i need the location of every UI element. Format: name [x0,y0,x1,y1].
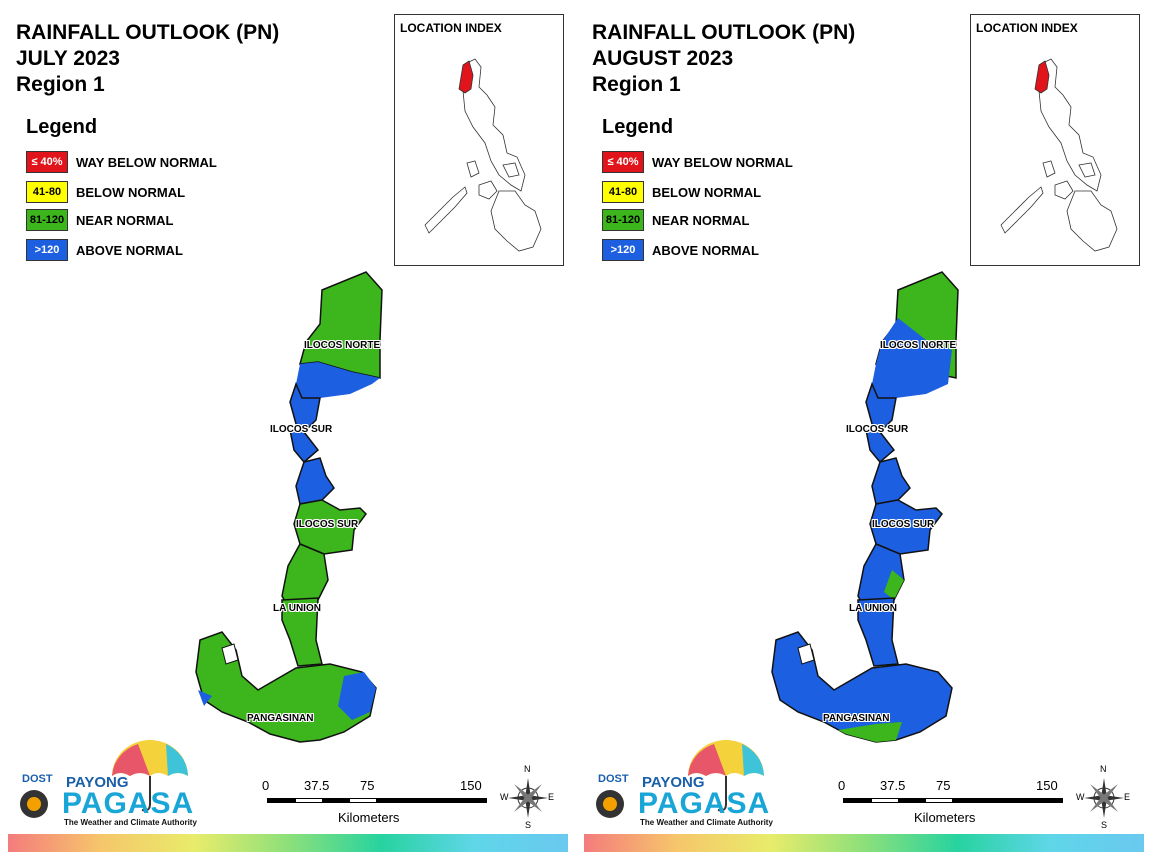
title-line-1: RAINFALL OUTLOOK (PN) [16,21,280,44]
compass-s: S [1101,820,1108,830]
scale-bar: 0 37.5 75 150 Kilometers [838,778,1068,828]
location-index: LOCATION INDEX [394,14,564,266]
pagasa-logo: DOST PAYONG PAGASA The Weather and Clima… [16,740,197,832]
map-title: RAINFALL OUTLOOK (PN) JULY 2023 Region 1 [16,20,279,98]
province-label: ILOCOS NORTE [304,340,381,351]
pagasa-logo: DOST PAYONG PAGASA The Weather and Clima… [592,740,773,832]
legend-label: NEAR NORMAL [76,213,174,228]
province-label: PANGASINAN [823,713,890,724]
title-line-2: AUGUST 2023 [592,47,734,70]
region-1-map [195,271,383,743]
legend-label: NEAR NORMAL [652,213,750,228]
outlook-panel-july: RAINFALL OUTLOOK (PN) JULY 2023 Region 1… [8,14,568,852]
legend-swatch: 41-80 [26,181,68,203]
north-arrow: N S E W [1076,764,1132,830]
color-strip [584,834,1144,852]
logo-dost: DOST [22,773,53,785]
compass-n: N [1100,764,1107,774]
outlook-panel-august: RAINFALL OUTLOOK (PN) AUGUST 2023 Region… [576,0,1152,864]
scale-tick: 0 [838,778,846,793]
compass-e: E [1124,792,1131,802]
scale-tick: 150 [460,778,482,793]
location-index-title: LOCATION INDEX [976,21,1078,35]
legend-label: WAY BELOW NORMAL [76,155,217,170]
legend-label: BELOW NORMAL [76,185,186,200]
scale-tick: 150 [1036,778,1058,793]
province-label: PANGASINAN [247,713,314,724]
legend-swatch: ≤ 40% [602,151,644,173]
title-line-2: JULY 2023 [16,47,120,70]
scale-tick: 75 [360,778,375,793]
province-label: ILOCOS SUR [270,424,333,435]
location-index-title: LOCATION INDEX [400,21,502,35]
scale-tick: 75 [936,778,951,793]
logo-payong: PAYONG [66,774,129,791]
compass-s: S [525,820,532,830]
title-line-3: Region 1 [16,73,105,96]
legend-swatch: ≤ 40% [26,151,68,173]
scale-bar: 0 37.5 75 150 Kilometers [262,778,492,828]
province-label: ILOCOS NORTE [880,340,957,351]
title-line-1: RAINFALL OUTLOOK (PN) [592,21,856,44]
compass-n: N [524,764,531,774]
location-index: LOCATION INDEX [970,14,1140,266]
logo-tagline: The Weather and Climate Authority [64,818,197,827]
legend-title: Legend [602,116,674,138]
logo-pagasa: PAGASA [62,787,195,820]
scale-tick: 37.5 [304,778,330,793]
logo-dost: DOST [598,773,629,785]
logo-payong: PAYONG [642,774,705,791]
umbrella-icon [20,740,188,818]
legend-swatch: 81-120 [26,209,68,231]
province-label: ILOCOS SUR [846,424,909,435]
legend-swatch: 81-120 [602,209,644,231]
legend-label: ABOVE NORMAL [76,243,183,258]
logo-pagasa: PAGASA [638,787,771,820]
scale-tick: 0 [262,778,270,793]
scale-unit: Kilometers [914,810,976,825]
province-label: ILOCOS SUR [296,519,359,530]
scale-unit: Kilometers [338,810,400,825]
map-title: RAINFALL OUTLOOK (PN) AUGUST 2023 Region… [592,20,855,98]
legend-label: BELOW NORMAL [652,185,762,200]
north-arrow: N S E W [500,764,556,830]
legend-label: ABOVE NORMAL [652,243,759,258]
logo-tagline: The Weather and Climate Authority [640,818,773,827]
province-label: LA UNION [273,603,321,614]
title-line-3: Region 1 [592,73,681,96]
legend-swatch: >120 [26,239,68,261]
philippines-inset-map [1000,58,1118,252]
region-1-map [771,271,959,743]
color-strip [8,834,568,852]
scale-tick: 37.5 [880,778,906,793]
compass-w: W [1076,792,1085,802]
compass-e: E [548,792,555,802]
legend-swatch: >120 [602,239,644,261]
umbrella-icon [596,740,764,818]
province-label: LA UNION [849,603,897,614]
legend-label: WAY BELOW NORMAL [652,155,793,170]
compass-rose-icon [1084,778,1124,818]
legend-swatch: 41-80 [602,181,644,203]
compass-rose-icon [508,778,548,818]
region-highlight [1034,60,1050,94]
compass-w: W [500,792,509,802]
province-label: ILOCOS SUR [872,519,935,530]
legend-title: Legend [26,116,98,138]
philippines-inset-map [424,58,542,252]
region-highlight [458,60,474,94]
